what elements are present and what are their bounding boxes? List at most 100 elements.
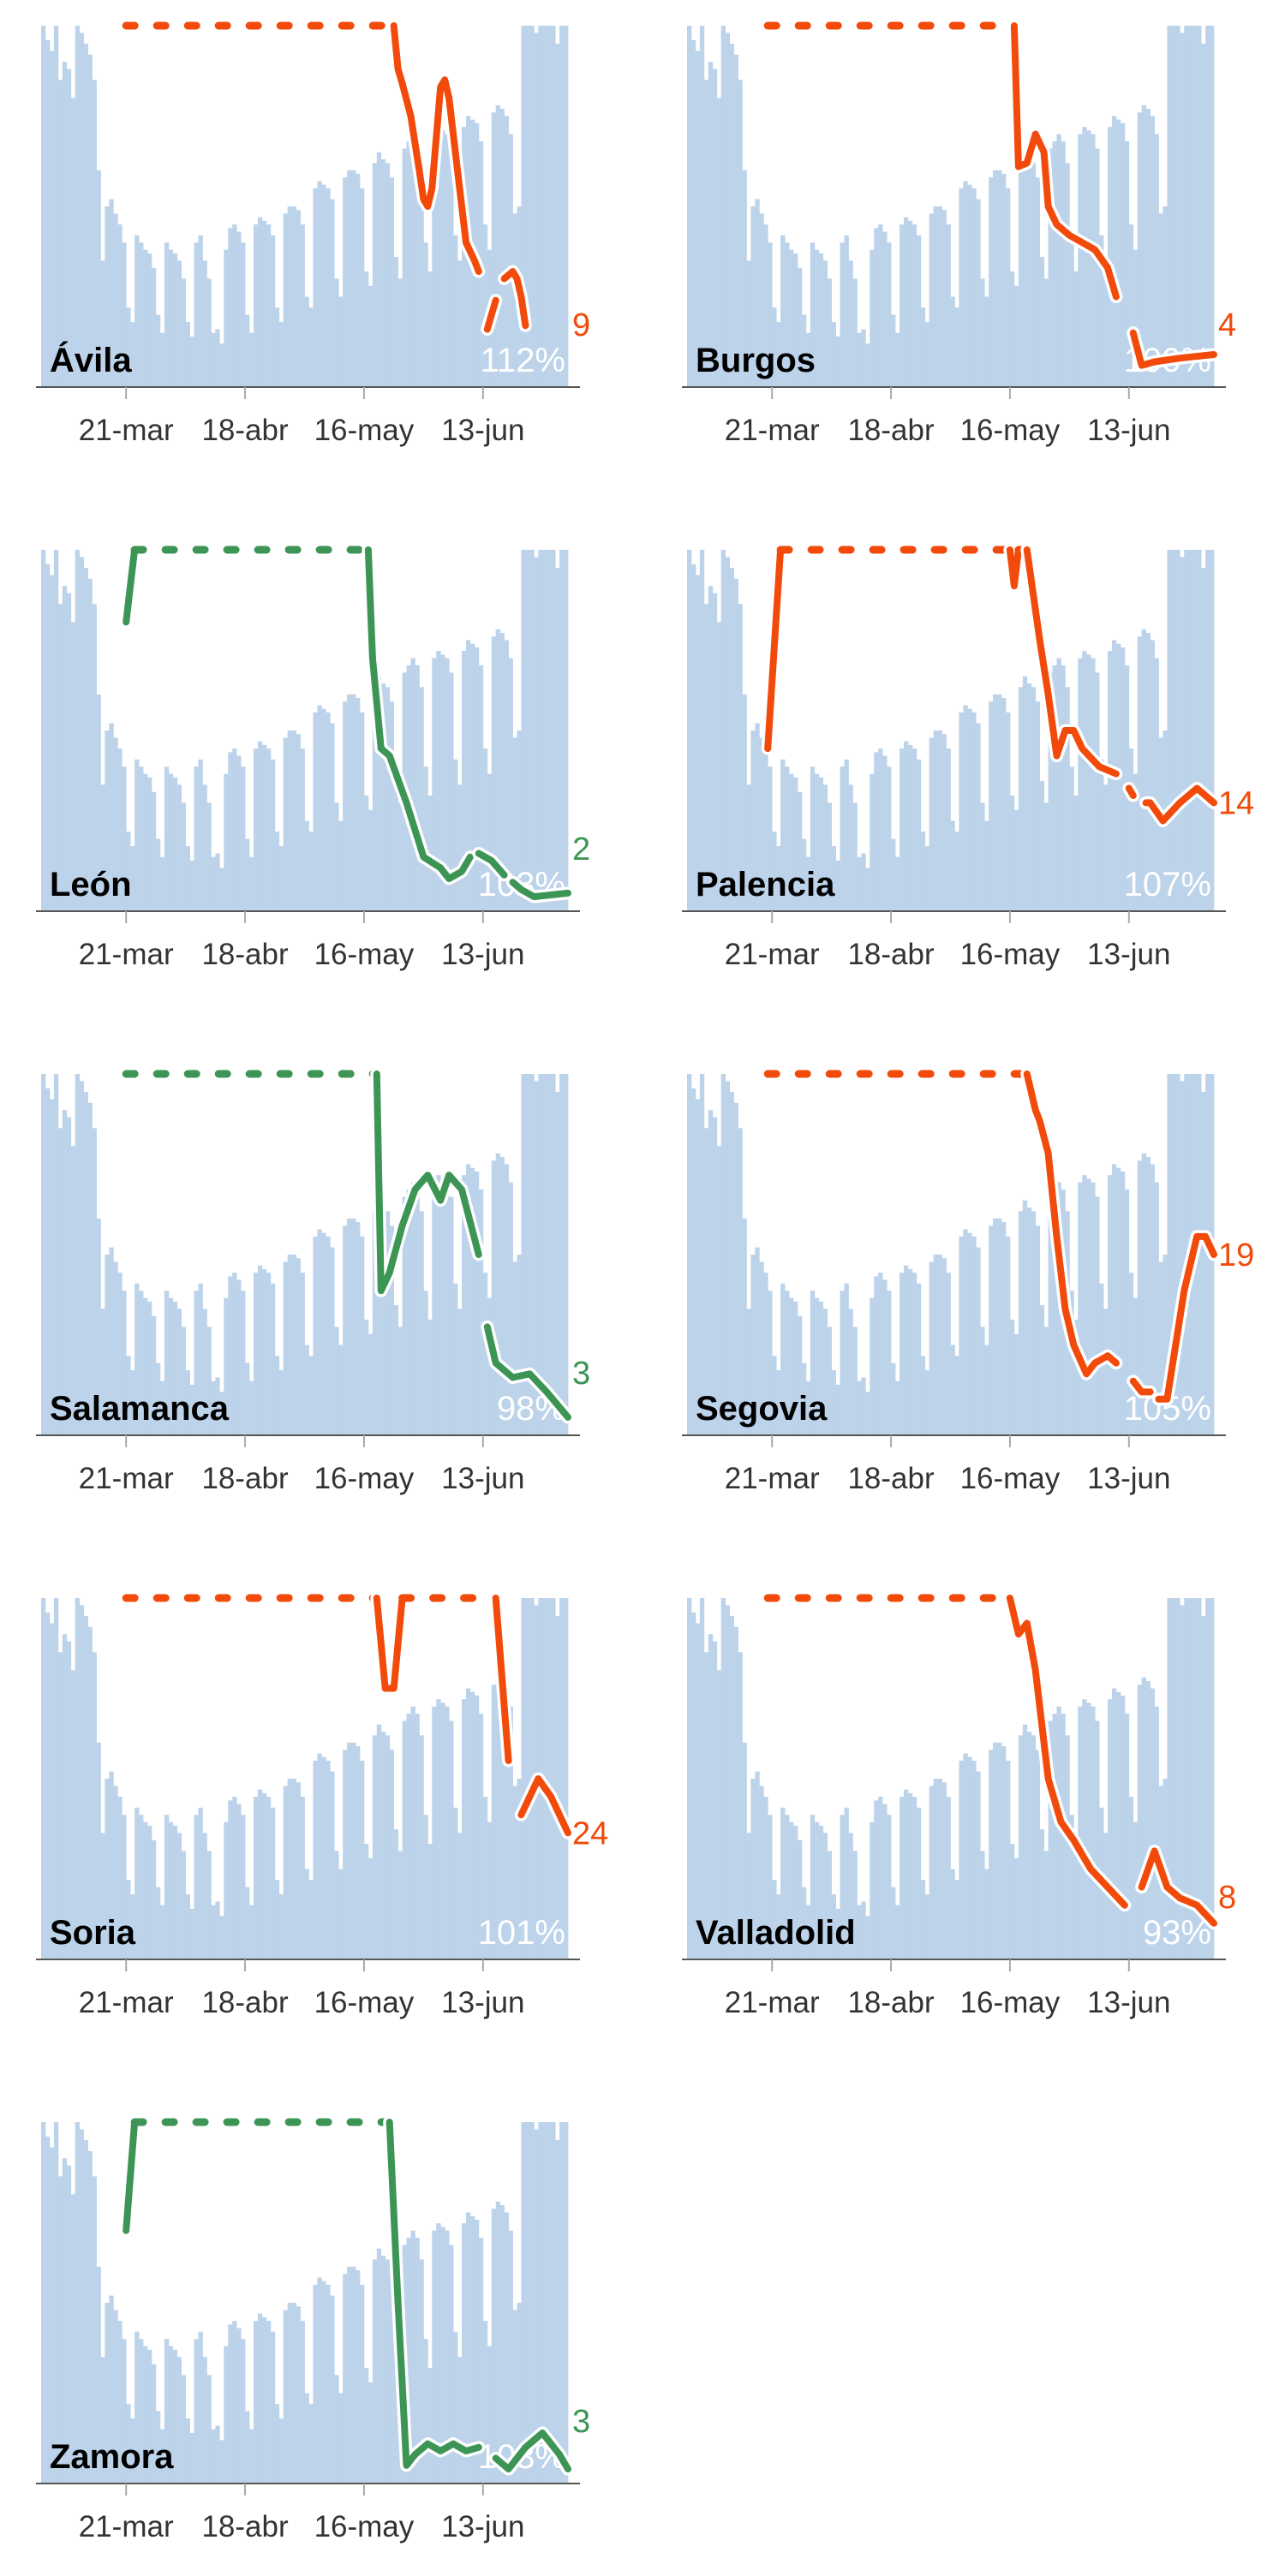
bar	[257, 1789, 263, 1959]
bar	[720, 1598, 726, 1959]
bar	[96, 1742, 101, 1959]
bar	[1095, 672, 1100, 911]
trend-line	[122, 1067, 575, 1424]
bar	[202, 1309, 207, 1435]
bar	[359, 712, 365, 911]
bar	[512, 1786, 517, 1959]
bar	[449, 672, 454, 911]
bar	[559, 1598, 565, 1959]
bar	[1145, 1157, 1151, 1435]
bar	[814, 249, 820, 387]
bar	[776, 322, 781, 387]
x-tick-label: 21-mar	[79, 1986, 174, 2019]
bar	[159, 1905, 165, 1959]
bar	[1145, 633, 1151, 911]
bar	[75, 2122, 81, 2484]
bar	[326, 712, 331, 911]
bar	[1201, 44, 1206, 387]
bar	[776, 846, 781, 911]
bar	[261, 220, 267, 387]
bar	[941, 734, 947, 911]
bar	[423, 242, 428, 387]
x-tick-label: 21-mar	[725, 1986, 820, 2019]
bar	[1141, 104, 1147, 387]
bar	[1056, 658, 1061, 911]
bar	[436, 127, 441, 387]
bar	[474, 647, 480, 911]
bar	[1103, 784, 1109, 911]
bar	[805, 1380, 811, 1435]
bar	[729, 1092, 734, 1435]
bar	[66, 593, 72, 911]
bar	[219, 1392, 224, 1435]
bar	[547, 1074, 552, 1435]
bar	[525, 26, 530, 387]
bar	[432, 2230, 437, 2484]
bar	[564, 26, 569, 387]
bar	[891, 838, 896, 911]
bar	[1031, 163, 1037, 388]
bar	[232, 748, 237, 911]
bar	[1137, 1160, 1143, 1435]
bar	[1078, 1182, 1083, 1435]
bar	[551, 1074, 556, 1435]
bar	[436, 2223, 441, 2484]
bar	[1137, 1685, 1143, 1959]
bar	[801, 1363, 807, 1435]
percent-label: 107%	[1124, 866, 1211, 903]
bar	[521, 550, 526, 911]
bar	[296, 1258, 301, 1435]
bar	[1022, 1200, 1028, 1435]
bar	[1210, 1598, 1215, 1959]
bar	[933, 1255, 939, 1435]
bar	[266, 748, 272, 911]
bar	[1154, 134, 1159, 387]
bar	[937, 1255, 942, 1435]
bar	[53, 26, 59, 387]
bar	[117, 1273, 123, 1435]
bar	[53, 1598, 59, 1959]
bar	[984, 1345, 989, 1435]
bar	[139, 2339, 144, 2484]
bar	[363, 1843, 369, 1959]
bar	[1052, 141, 1057, 388]
bar	[852, 1327, 858, 1435]
bar	[937, 1779, 942, 1959]
x-tick-label: 21-mar	[79, 2510, 174, 2543]
bar	[1175, 26, 1180, 387]
bar	[899, 1797, 905, 1959]
province-chart: Valladolid 93% 21-mar 18-abr 16-may 13-jun 8	[682, 1591, 1240, 2019]
bar	[525, 550, 530, 911]
bar	[703, 80, 709, 388]
bar	[755, 1247, 760, 1435]
bar	[887, 1291, 892, 1435]
bar	[499, 2205, 505, 2484]
bar	[517, 1779, 522, 1959]
bar	[857, 332, 862, 387]
bar	[164, 766, 170, 911]
bar	[746, 260, 751, 387]
bar	[891, 1887, 896, 1959]
bar	[822, 1833, 828, 1959]
bar	[780, 1283, 786, 1435]
bar	[708, 586, 714, 911]
trend-line	[763, 1591, 1221, 1930]
bar	[1078, 1706, 1083, 1959]
bar	[304, 1869, 309, 1959]
bar	[296, 734, 301, 911]
bar	[122, 1815, 127, 1959]
bar	[870, 1297, 875, 1435]
bar	[270, 759, 276, 911]
bar	[1201, 568, 1206, 911]
bar	[211, 332, 216, 387]
bar	[1167, 26, 1172, 387]
bar	[911, 748, 917, 911]
bar	[406, 2238, 411, 2484]
bar	[870, 773, 875, 911]
bar	[810, 766, 816, 911]
bar	[139, 1815, 144, 1959]
bar	[249, 1905, 254, 1959]
bar	[45, 564, 51, 911]
bar	[185, 846, 190, 911]
